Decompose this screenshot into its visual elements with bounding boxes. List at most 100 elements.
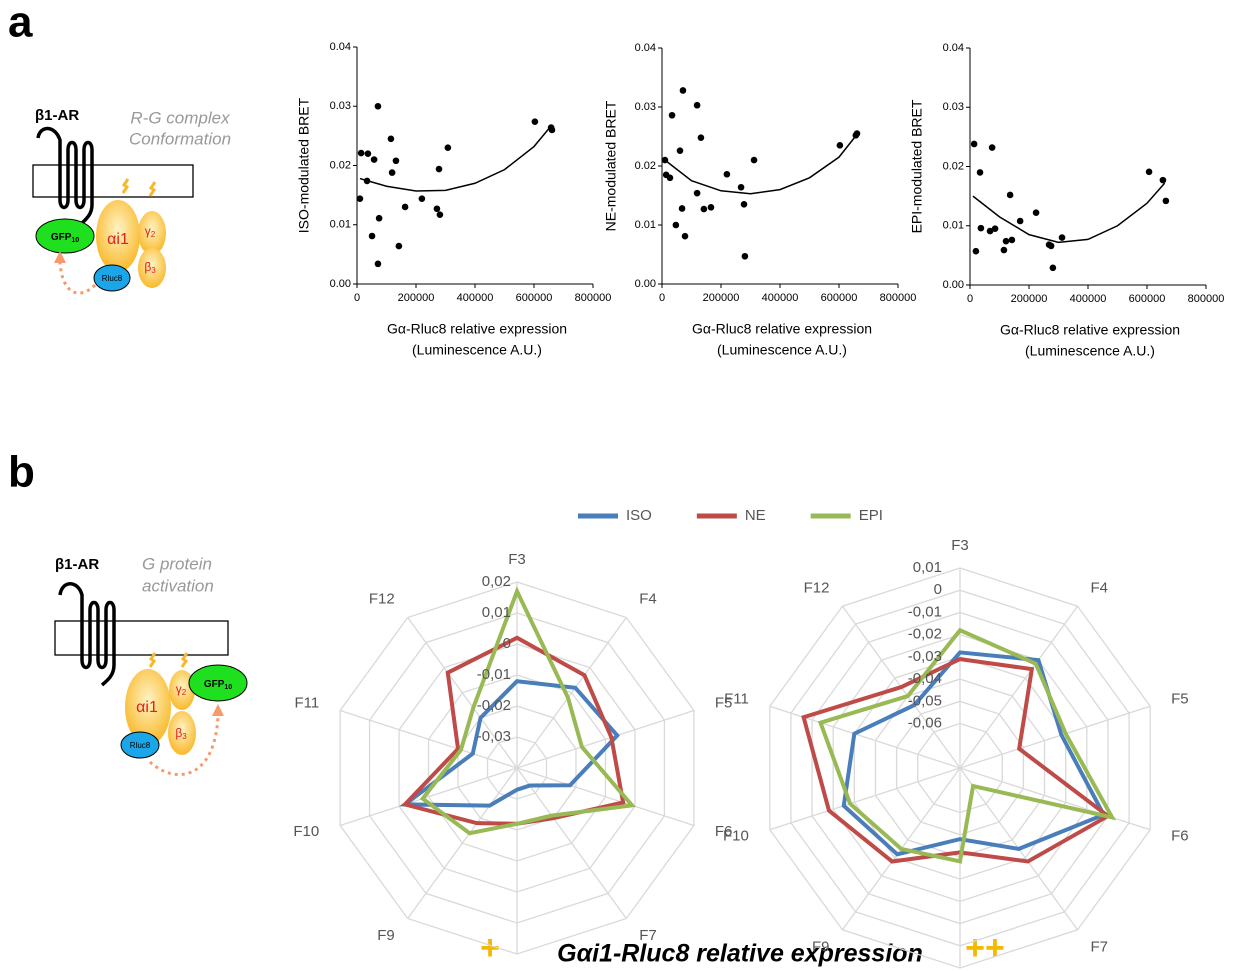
point (1000, 246, 1008, 254)
bret-arrow (58, 261, 97, 295)
y-tick-label: 0.04 (330, 41, 351, 53)
point (418, 195, 426, 202)
category-label: F11 (724, 690, 749, 707)
point (1016, 217, 1024, 225)
receptor-label: β1-AR (55, 556, 99, 573)
rluc-label: Rluc8 (102, 274, 123, 283)
radar-line (817, 627, 1117, 864)
gfp-sub: 10 (71, 237, 79, 244)
point (357, 149, 365, 157)
rluc (93, 264, 131, 292)
r-tick-label: -0,04 (908, 670, 942, 687)
rluc-label: Rluc8 (130, 741, 151, 750)
x-axis-label: Gα-Rluc8 relative expression (1000, 322, 1180, 338)
note: Conformation (129, 129, 231, 148)
y-axis-label: ISO-modulated BRET (296, 97, 312, 233)
x-axis-label: (Luminescence A.U.) (717, 342, 847, 358)
r-tick-label: -0,02 (908, 626, 942, 643)
y-axis-label: EPI-modulated BRET (909, 99, 925, 233)
point (1006, 191, 1014, 199)
point (444, 144, 452, 152)
point (700, 205, 708, 213)
spoke (339, 767, 518, 827)
gamma-subunit (169, 670, 195, 710)
point (678, 205, 686, 212)
y-axis-label: NE-modulated BRET (603, 100, 619, 231)
point (548, 126, 556, 134)
radar-line (841, 650, 1107, 857)
r-tick-label: -0,01 (477, 666, 511, 683)
category-label: F10 (723, 828, 749, 845)
gfp-main: GFP (51, 232, 72, 243)
membrane (54, 620, 229, 656)
point (531, 118, 539, 125)
point (679, 87, 687, 94)
point (972, 247, 980, 255)
spoke (959, 605, 1079, 769)
category-label: F6 (1171, 828, 1189, 845)
radar-line (419, 586, 636, 836)
receptor-label: β1-AR (35, 107, 79, 124)
r-tick-label: -0,06 (908, 715, 942, 732)
note: R-G complex (130, 108, 230, 127)
gamma-subunit (138, 211, 166, 255)
lipid-anchor (148, 652, 189, 668)
caption-low: + (480, 929, 500, 967)
arrow-head (212, 704, 224, 716)
y-tick-label: 0.00 (943, 279, 964, 291)
beta-main: β (144, 260, 151, 274)
y-tick-label: 0.02 (635, 160, 656, 172)
category-label: F7 (1090, 939, 1108, 956)
radar-line (399, 679, 620, 808)
point (666, 174, 674, 182)
gfp (35, 218, 95, 254)
y-tick-label: 0.00 (330, 278, 351, 290)
membrane (32, 164, 194, 198)
point (750, 156, 758, 164)
gamma-main: γ (176, 682, 182, 696)
x-axis-label: Gα-Rluc8 relative expression (387, 321, 567, 337)
point (1058, 234, 1066, 241)
x-tick-label: 0 (967, 293, 973, 305)
x-axis-label: (Luminescence A.U.) (412, 342, 542, 358)
category-label: F5 (715, 695, 733, 712)
category-label: F4 (1090, 579, 1108, 596)
point (392, 157, 400, 165)
point (986, 227, 994, 235)
r-tick-label: 0 (503, 635, 511, 652)
beta-sub: 3 (182, 732, 187, 741)
point (1145, 168, 1153, 176)
gfp-label: GFP10 (204, 679, 232, 691)
r-tick-label: -0,03 (477, 728, 511, 745)
gfp-sub: 10 (224, 684, 232, 691)
point (988, 144, 996, 151)
spoke (516, 767, 627, 919)
x-tick-label: 800000 (1188, 293, 1225, 305)
bret-arrow (148, 715, 220, 777)
y-tick-label: 0.02 (943, 160, 964, 172)
point (387, 135, 395, 143)
x-tick-label: 400000 (457, 292, 494, 304)
point (976, 169, 984, 176)
point (1162, 197, 1170, 205)
r-tick-label: 0,01 (482, 604, 511, 621)
point (374, 260, 382, 268)
category-label: F6 (715, 823, 733, 840)
spoke (339, 709, 518, 769)
point (395, 242, 403, 250)
gamma-sub: 2 (182, 688, 187, 697)
x-tick-label: 400000 (762, 292, 799, 304)
r-tick-label: 0 (934, 581, 942, 598)
beta-main: β (175, 726, 182, 740)
point (1032, 209, 1040, 217)
receptor (36, 126, 94, 227)
point (681, 232, 689, 240)
rluc (120, 731, 160, 759)
point (970, 140, 978, 148)
point (853, 130, 861, 137)
x-axis-label: (Luminescence A.U.) (1025, 343, 1155, 359)
category-label: F10 (293, 823, 319, 840)
beta-subunit (138, 248, 166, 288)
gfp-main: GFP (204, 679, 225, 690)
y-tick-label: 0.04 (943, 42, 964, 54)
